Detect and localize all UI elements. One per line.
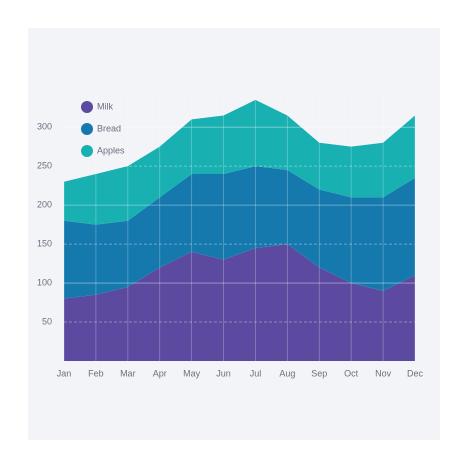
y-tick-label: 300 bbox=[37, 122, 52, 132]
x-tick-label: Oct bbox=[344, 368, 359, 378]
y-tick-label: 150 bbox=[37, 238, 52, 248]
x-tick-label: Feb bbox=[88, 368, 104, 378]
legend-swatch bbox=[81, 145, 93, 157]
x-tick-label: Sep bbox=[311, 368, 327, 378]
area bbox=[64, 99, 415, 225]
legend-swatch bbox=[81, 101, 93, 113]
x-tick-label: Nov bbox=[375, 368, 392, 378]
legend-label: Bread bbox=[97, 123, 121, 133]
legend-label: Milk bbox=[97, 101, 113, 111]
y-tick-label: 250 bbox=[37, 161, 52, 171]
x-tick-label: Mar bbox=[120, 368, 136, 378]
x-tick-label: Apr bbox=[153, 368, 167, 378]
y-tick-label: 100 bbox=[37, 277, 52, 287]
y-tick-label: 200 bbox=[37, 199, 52, 209]
x-tick-label: May bbox=[183, 368, 201, 378]
x-tick-label: Jun bbox=[216, 368, 231, 378]
x-tick-label: Jul bbox=[250, 368, 262, 378]
x-tick-label: Jan bbox=[57, 368, 72, 378]
x-tick-label: Aug bbox=[279, 368, 295, 378]
x-tick-label: Dec bbox=[407, 368, 424, 378]
y-tick-label: 50 bbox=[42, 316, 52, 326]
legend-swatch bbox=[81, 123, 93, 135]
legend-label: Apples bbox=[97, 145, 125, 155]
area bbox=[64, 244, 415, 361]
area bbox=[64, 166, 415, 299]
